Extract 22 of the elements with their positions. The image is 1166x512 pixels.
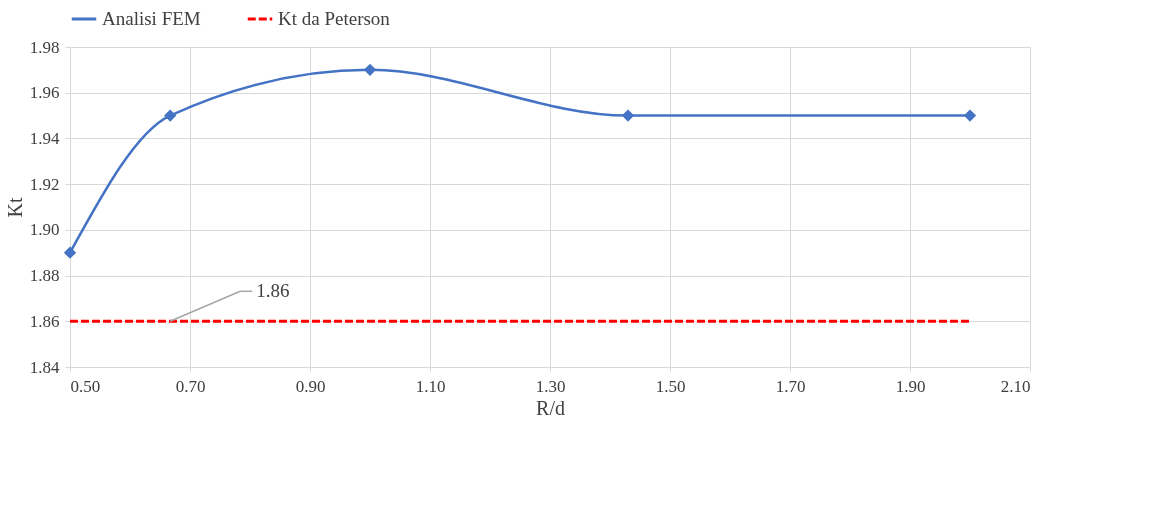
x-tick-label: 1.10: [415, 376, 446, 396]
y-tick-label: 1.88: [29, 266, 60, 286]
y-tick-label: 1.92: [29, 174, 60, 194]
x-tick-label: 0.50: [70, 376, 101, 396]
y-tick-label: 1.96: [29, 83, 60, 103]
x-tick-label: 0.70: [175, 376, 206, 396]
x-tick-label: 1.30: [535, 376, 566, 396]
x-tick-label: 0.90: [295, 376, 326, 396]
legend-label: Kt da Peterson: [278, 8, 391, 29]
annotation: 1.86: [256, 280, 290, 302]
y-tick-label: 1.98: [29, 37, 60, 57]
y-tick-label: 1.84: [29, 357, 60, 377]
y-axis-title: Kt: [3, 197, 26, 218]
legend-label: Analisi FEM: [102, 8, 201, 29]
y-tick-label: 1.94: [29, 128, 60, 148]
x-axis-title: R/d: [536, 396, 565, 419]
x-tick-label: 1.70: [775, 376, 806, 396]
x-tick-label: 1.90: [895, 376, 926, 396]
y-tick-label: 1.86: [29, 311, 60, 331]
y-tick-label: 1.90: [29, 220, 60, 240]
x-tick-label: 2.10: [1000, 376, 1031, 396]
x-tick-label: 1.50: [655, 376, 686, 396]
